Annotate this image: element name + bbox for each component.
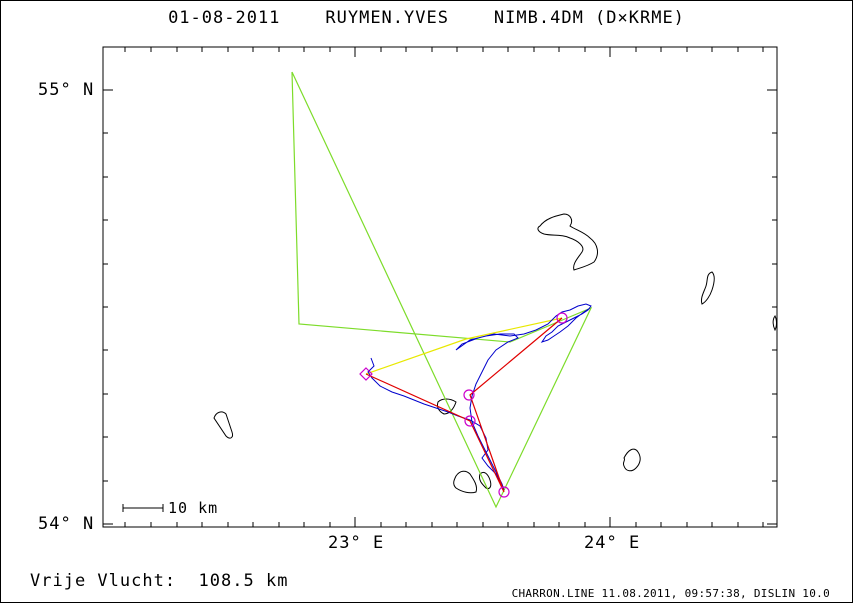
lake-outline bbox=[772, 315, 777, 332]
pilot-name: RUYMEN.YVES bbox=[325, 8, 449, 28]
latitude-label-54: 54° N bbox=[38, 514, 95, 534]
distance-value: 108.5 km bbox=[198, 571, 289, 591]
turnpoint-marker bbox=[463, 389, 475, 401]
map-frame bbox=[102, 46, 778, 528]
flight-date: 01-08-2011 bbox=[168, 8, 281, 28]
declared-task-route bbox=[291, 71, 593, 509]
longitude-label-23: 23° E bbox=[328, 533, 385, 553]
distance-label: Vrije Vlucht: bbox=[30, 571, 177, 591]
turnpoint-markers bbox=[359, 312, 568, 498]
longitude-label-24: 24° E bbox=[584, 533, 641, 553]
lake-outline bbox=[453, 470, 477, 494]
turnpoint-marker bbox=[464, 415, 476, 427]
lake-outline bbox=[701, 271, 715, 305]
lake-outlines bbox=[213, 213, 777, 494]
turnpoint-marker bbox=[498, 486, 510, 498]
scored-legs bbox=[365, 317, 563, 493]
free-flight-distance: Vrije Vlucht: 108.5 km bbox=[30, 571, 288, 591]
start-marker bbox=[359, 367, 373, 381]
flight-track bbox=[367, 303, 592, 491]
footer-info: CHARRON.LINE 11.08.2011, 09:57:38, DISLI… bbox=[511, 587, 830, 600]
latitude-ticks bbox=[103, 89, 777, 525]
glider-name: NIMB.4DM (D×KRME) bbox=[493, 8, 685, 28]
lake-outline bbox=[537, 213, 598, 271]
longitude-ticks bbox=[124, 47, 764, 527]
flight-title: 01-08-2011 RUYMEN.YVES NIMB.4DM (D×KRME) bbox=[0, 8, 853, 28]
lake-outline bbox=[622, 448, 641, 472]
latitude-label-55: 55° N bbox=[38, 80, 95, 100]
scale-bar bbox=[122, 504, 164, 512]
scale-label: 10 km bbox=[168, 499, 219, 517]
lake-outline bbox=[437, 398, 457, 415]
optimized-route bbox=[365, 317, 563, 375]
lake-outline bbox=[213, 411, 233, 439]
turnpoint-marker bbox=[556, 312, 568, 324]
lake-outline bbox=[479, 471, 492, 489]
